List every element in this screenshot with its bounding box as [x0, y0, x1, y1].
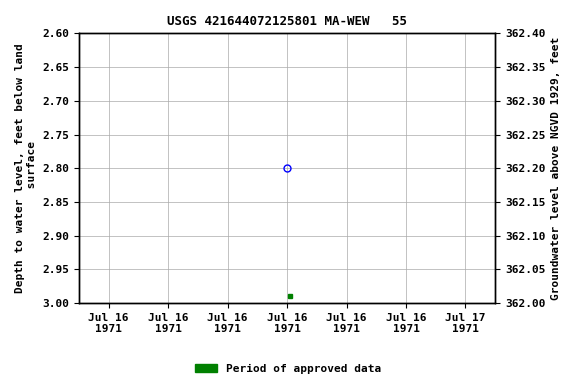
Y-axis label: Groundwater level above NGVD 1929, feet: Groundwater level above NGVD 1929, feet — [551, 36, 561, 300]
Y-axis label: Depth to water level, feet below land
 surface: Depth to water level, feet below land su… — [15, 43, 37, 293]
Legend: Period of approved data: Period of approved data — [191, 359, 385, 379]
Title: USGS 421644072125801 MA-WEW   55: USGS 421644072125801 MA-WEW 55 — [167, 15, 407, 28]
